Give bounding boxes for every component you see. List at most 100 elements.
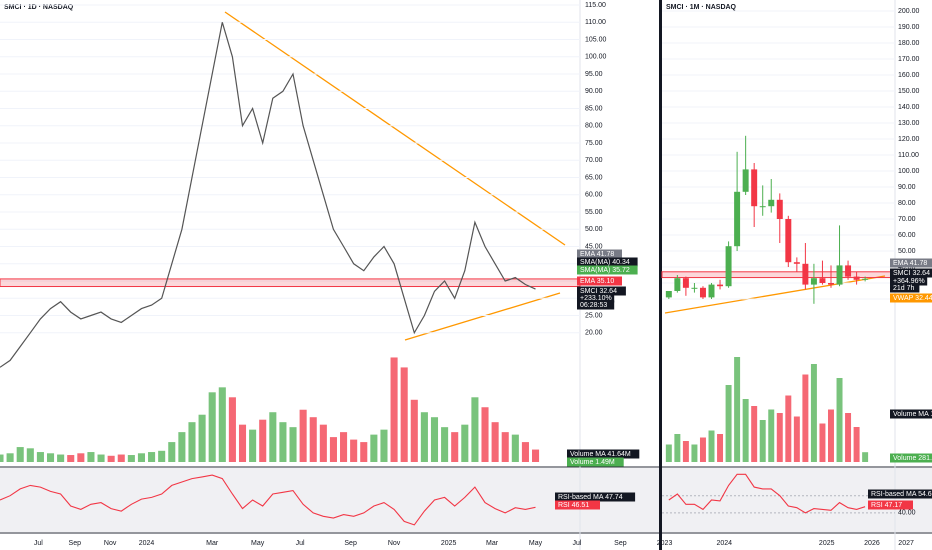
volume-bar: [77, 453, 85, 462]
volume-bar: [158, 450, 166, 462]
y-tick-label: 115.00: [585, 2, 606, 9]
volume-bar: [441, 427, 449, 462]
volume-bar: [360, 442, 368, 462]
volume-bar: [521, 442, 529, 462]
volume-bar: [451, 432, 459, 462]
candle-body: [836, 265, 843, 285]
candle-body: [802, 263, 809, 285]
value-tag-label: Volume MA 41.64M: [570, 451, 631, 458]
value-tag: [890, 293, 932, 303]
volume-bar: [810, 364, 817, 462]
candle-body: [785, 219, 792, 263]
price-line: [0, 22, 536, 368]
volume-bar: [188, 422, 196, 462]
volume-bar: [228, 397, 236, 462]
volume-bar: [289, 427, 297, 462]
candle-body: [810, 278, 817, 285]
volume-bar: [471, 397, 479, 462]
y-tick-label: 120.00: [898, 136, 920, 143]
candle-body: [742, 169, 749, 192]
x-tick-label: 2024: [717, 540, 733, 547]
volume-bar: [218, 387, 226, 462]
volume-bar: [249, 429, 257, 462]
volume-bar: [6, 453, 14, 462]
volume-bar: [461, 424, 469, 462]
y-tick-label: 130.00: [898, 120, 920, 127]
y-tick-label: 100.00: [585, 54, 607, 61]
y-tick-label: 110.00: [585, 19, 606, 26]
volume-bar: [862, 452, 869, 462]
candle-body: [708, 284, 715, 298]
x-tick-label: Mar: [206, 540, 219, 547]
y-tick-label: 100.00: [898, 168, 920, 175]
value-tag: [577, 286, 626, 296]
y-tick-label: 140.00: [898, 104, 920, 111]
value-tag-label: EMA 41.78: [580, 251, 614, 258]
volume-bar: [26, 448, 34, 462]
volume-bar: [208, 392, 216, 462]
volume-bar: [845, 413, 852, 462]
candle-body: [665, 291, 672, 298]
volume-bar: [127, 455, 135, 462]
x-tick-label: Mar: [486, 540, 499, 547]
volume-bar: [481, 407, 489, 462]
y-tick-label: 80.00: [585, 123, 603, 130]
value-tag: [577, 300, 615, 310]
value-tag: [555, 500, 600, 510]
candle-body: [751, 169, 758, 207]
y-tick-label: 160.00: [898, 72, 920, 79]
volume-bar: [742, 399, 749, 462]
volume-bar: [238, 424, 247, 462]
volume-bar: [501, 432, 509, 462]
x-tick-label: May: [529, 540, 543, 547]
value-tag-label: RSI-based MA 47.74: [558, 494, 623, 501]
rsi-pane-right: [662, 468, 932, 532]
candle-body: [853, 276, 860, 280]
value-tag: [577, 257, 638, 267]
value-tag: [567, 457, 624, 467]
volume-bar: [117, 454, 125, 462]
y-tick-label: 55.00: [585, 209, 603, 216]
value-tag-label: SMA(MA) 35.72: [580, 267, 630, 274]
volume-bar: [299, 409, 307, 462]
value-tag-label: Volume MA 1.42B: [893, 411, 932, 418]
value-tag-label: RSI 47.17: [871, 502, 902, 509]
volume-bar: [691, 444, 698, 462]
volume-bar: [148, 452, 156, 462]
volume-bar: [785, 395, 792, 462]
value-tag: [890, 258, 932, 268]
x-tick-label: 2027: [898, 540, 914, 547]
value-tag: [577, 276, 622, 286]
value-tag-label: Volume 1.49M: [570, 459, 615, 466]
candle-body: [768, 199, 775, 207]
x-tick-label: Sep: [614, 540, 627, 547]
y-tick-label: 45.00: [585, 243, 603, 250]
volume-bar: [491, 422, 499, 462]
value-tag: [577, 249, 622, 259]
y-tick-label: 70.00: [898, 216, 916, 223]
zone: [0, 278, 581, 288]
candle-body: [845, 265, 852, 277]
candle-body: [862, 278, 869, 280]
volume-bar: [768, 409, 775, 462]
x-tick-label: 2026: [864, 540, 880, 547]
y-tick-label: 150.00: [898, 88, 920, 95]
candle-body: [734, 191, 741, 247]
x-tick-label: Jul: [34, 540, 43, 547]
value-tag: [577, 265, 638, 275]
candle-body: [717, 284, 724, 287]
volume-bar: [853, 427, 860, 462]
volume-bar: [665, 444, 672, 462]
y-tick-label: 25.00: [585, 312, 603, 319]
volume-bar: [828, 409, 834, 462]
volume-bar: [819, 423, 826, 462]
trend-line: [404, 292, 561, 341]
y-tick-label: 180.00: [898, 40, 920, 47]
x-tick-label: 2025: [441, 540, 457, 547]
value-tag-label: EMA 35.10: [580, 278, 614, 285]
candle-body: [725, 246, 732, 287]
chart-title: SMCI · 1D · NASDAQ: [4, 4, 74, 11]
x-tick-label: May: [251, 540, 265, 547]
x-tick-label: Nov: [104, 540, 117, 547]
candle-body: [674, 278, 681, 291]
